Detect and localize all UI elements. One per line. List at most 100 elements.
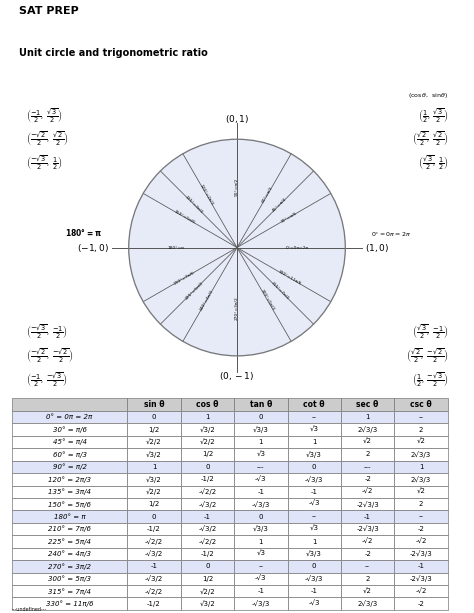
Text: √3/3: √3/3	[306, 550, 322, 557]
Text: $\left(\dfrac{1}{2},\ \dfrac{-\sqrt{3}}{2}\right)$: $\left(\dfrac{1}{2},\ \dfrac{-\sqrt{3}}{…	[412, 370, 448, 389]
Text: -√3: -√3	[255, 476, 266, 482]
Bar	[288, 448, 341, 460]
Text: -1: -1	[364, 514, 371, 520]
Bar	[181, 548, 234, 560]
Bar	[288, 523, 341, 535]
Text: -2: -2	[364, 551, 371, 557]
Text: --: --	[312, 514, 317, 520]
Bar	[181, 560, 234, 573]
Bar	[341, 424, 394, 436]
Text: $\left(\dfrac{-1}{2},\ \dfrac{\sqrt{3}}{2}\right)$: $\left(\dfrac{-1}{2},\ \dfrac{\sqrt{3}}{…	[26, 106, 62, 124]
Bar	[12, 523, 128, 535]
Text: -√2/2: -√2/2	[198, 489, 217, 495]
Text: 210° = 7π/6: 210° = 7π/6	[48, 526, 91, 533]
Text: 225° = 5π/4: 225° = 5π/4	[48, 538, 91, 545]
Bar	[394, 573, 448, 585]
Text: √3/2: √3/2	[146, 476, 162, 482]
Bar	[128, 511, 181, 523]
Text: 2√3/3: 2√3/3	[411, 476, 431, 482]
Text: 0: 0	[259, 414, 263, 420]
Text: -1/2: -1/2	[147, 526, 161, 532]
Text: -2: -2	[364, 476, 371, 482]
Bar	[181, 585, 234, 598]
Text: $(-1, 0)$: $(-1, 0)$	[77, 242, 109, 254]
Text: --: --	[365, 563, 370, 569]
Bar	[288, 560, 341, 573]
Text: √2/2: √2/2	[200, 438, 215, 446]
Bar	[394, 448, 448, 460]
Text: 30°=π/6: 30°=π/6	[281, 211, 299, 224]
Bar	[181, 498, 234, 511]
Text: 180°=π: 180°=π	[168, 246, 185, 249]
Text: -1: -1	[418, 563, 425, 569]
Text: 1: 1	[312, 538, 317, 544]
Bar	[128, 448, 181, 460]
Bar	[128, 598, 181, 610]
Bar	[12, 573, 128, 585]
Text: 0°=0π=2π: 0°=0π=2π	[286, 246, 309, 249]
Bar	[128, 436, 181, 448]
Bar	[128, 548, 181, 560]
Bar	[128, 485, 181, 498]
Text: 45°=π/4: 45°=π/4	[272, 197, 288, 213]
Text: √2/2: √2/2	[146, 489, 162, 495]
Bar	[181, 598, 234, 610]
Text: $(\cos\theta,\ \sin\theta)$: $(\cos\theta,\ \sin\theta)$	[408, 91, 448, 101]
Text: sec θ: sec θ	[356, 400, 379, 409]
Bar	[234, 460, 288, 473]
Text: 2√3/3: 2√3/3	[357, 426, 378, 433]
Bar	[234, 498, 288, 511]
Text: 0: 0	[205, 563, 210, 569]
Bar	[128, 560, 181, 573]
Text: $\left(\dfrac{\sqrt{3}}{2},\ \dfrac{1}{2}\right)$: $\left(\dfrac{\sqrt{3}}{2},\ \dfrac{1}{2…	[418, 154, 448, 172]
Bar	[12, 498, 128, 511]
Text: 0: 0	[312, 464, 317, 470]
Bar	[394, 460, 448, 473]
Text: cos θ: cos θ	[196, 400, 219, 409]
Bar	[234, 573, 288, 585]
Text: 2√3/3: 2√3/3	[411, 451, 431, 458]
Bar	[12, 473, 128, 485]
Bar	[394, 598, 448, 610]
Text: $(0, 1)$: $(0, 1)$	[225, 113, 249, 125]
Bar	[341, 473, 394, 485]
Text: --: --	[419, 514, 424, 520]
Bar	[341, 585, 394, 598]
Text: √3: √3	[310, 526, 319, 532]
Text: -√2/2: -√2/2	[145, 588, 163, 595]
Text: 315°=7π/4: 315°=7π/4	[270, 281, 290, 300]
Text: -1: -1	[311, 489, 318, 495]
Bar	[234, 535, 288, 548]
Bar	[12, 598, 128, 610]
Bar	[394, 473, 448, 485]
Text: 180° = π: 180° = π	[54, 514, 85, 520]
Bar	[181, 411, 234, 424]
Bar	[341, 398, 394, 411]
Circle shape	[129, 139, 345, 356]
Text: -√2: -√2	[362, 538, 374, 544]
Bar	[12, 560, 128, 573]
Text: 1: 1	[205, 414, 210, 420]
Text: $\left(\dfrac{-\sqrt{2}}{2},\ \dfrac{-\sqrt{2}}{2}\right)$: $\left(\dfrac{-\sqrt{2}}{2},\ \dfrac{-\s…	[26, 346, 73, 365]
Bar	[394, 411, 448, 424]
Text: --: --	[419, 414, 424, 420]
Bar	[341, 485, 394, 498]
Text: -√3/2: -√3/2	[198, 501, 217, 508]
Text: -√2: -√2	[415, 538, 427, 544]
Text: -√3/3: -√3/3	[305, 576, 323, 582]
Text: 135° = 3π/4: 135° = 3π/4	[48, 489, 91, 495]
Text: --: --	[312, 414, 317, 420]
Text: 150° = 5π/6: 150° = 5π/6	[48, 501, 91, 508]
Bar	[128, 398, 181, 411]
Bar	[341, 511, 394, 523]
Bar	[181, 535, 234, 548]
Bar	[12, 460, 128, 473]
Text: $\left(\dfrac{\sqrt{3}}{2},\ \dfrac{-1}{2}\right)$: $\left(\dfrac{\sqrt{3}}{2},\ \dfrac{-1}{…	[412, 323, 448, 341]
Text: $\left(\dfrac{-\sqrt{3}}{2},\ \dfrac{1}{2}\right)$: $\left(\dfrac{-\sqrt{3}}{2},\ \dfrac{1}{…	[26, 154, 62, 172]
Bar	[394, 585, 448, 598]
Text: -√3/3: -√3/3	[252, 600, 270, 607]
Bar	[234, 485, 288, 498]
Bar	[181, 424, 234, 436]
Bar	[341, 560, 394, 573]
Text: -1: -1	[150, 563, 157, 569]
